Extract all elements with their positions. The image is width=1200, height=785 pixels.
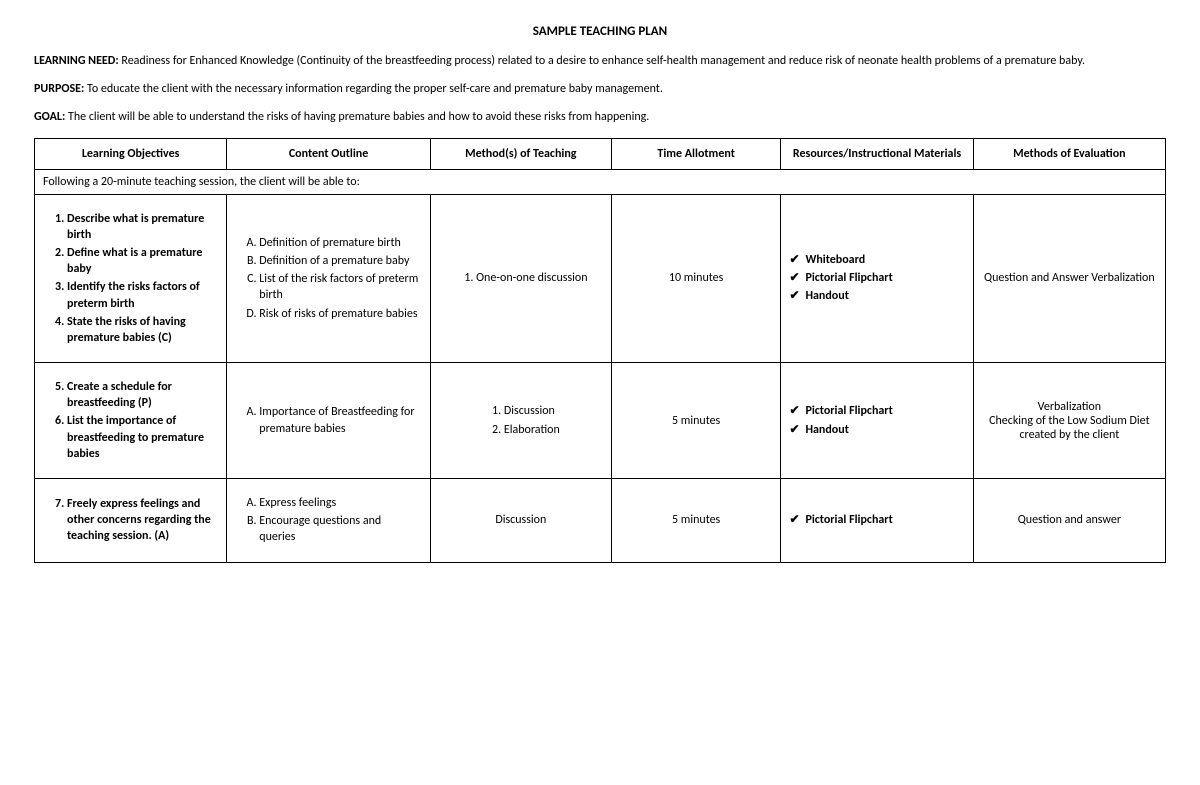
learning-need-lead: LEARNING NEED: [34, 54, 119, 68]
cell-time: 10 minutes [611, 194, 781, 363]
list-item: Describe what is premature birth [67, 211, 216, 243]
col-evaluation: Methods of Evaluation [973, 138, 1165, 169]
cell-time: 5 minutes [611, 479, 781, 563]
table-spanner-row: Following a 20-minute teaching session, … [35, 169, 1166, 194]
teaching-plan-table: Learning Objectives Content Outline Meth… [34, 138, 1166, 563]
list-item: State the risks of having premature babi… [67, 314, 216, 346]
purpose-text: To educate the client with the necessary… [84, 82, 663, 96]
cell-evaluation: Question and answer [973, 479, 1165, 563]
list-item: Risk of risks of premature babies [259, 306, 420, 322]
list-item: Handout [805, 422, 962, 438]
purpose-lead: PURPOSE: [34, 82, 84, 96]
goal-lead: GOAL: [34, 110, 65, 124]
cell-time: 5 minutes [611, 363, 781, 479]
list-item: Discussion [504, 403, 560, 419]
learning-need-text: Readiness for Enhanced Knowledge (Contin… [119, 54, 1085, 68]
cell-methods: Discussion [430, 479, 611, 563]
list-item: Express feelings [259, 495, 420, 511]
cell-resources: Whiteboard Pictorial Flipchart Handout [781, 194, 973, 363]
goal-text: The client will be able to understand th… [65, 110, 649, 124]
cell-evaluation: Question and Answer Verbalization [973, 194, 1165, 363]
list-item: Elaboration [504, 422, 560, 438]
list-item: Pictorial Flipchart [805, 270, 962, 286]
cell-methods: One-on-one discussion [430, 194, 611, 363]
list-item: Pictorial Flipchart [805, 403, 962, 419]
table-row: Describe what is premature birthDefine w… [35, 194, 1166, 363]
list-item: List the importance of breastfeeding to … [67, 413, 216, 462]
list-item: List of the risk factors of preterm birt… [259, 271, 420, 303]
col-learning-objectives: Learning Objectives [35, 138, 227, 169]
table-header-row: Learning Objectives Content Outline Meth… [35, 138, 1166, 169]
list-item: Handout [805, 288, 962, 304]
list-item: Encourage questions and queries [259, 513, 420, 545]
list-item: Create a schedule for breastfeeding (P) [67, 379, 216, 411]
list-item: Pictorial Flipchart [805, 512, 962, 528]
list-item: Definition of premature birth [259, 235, 420, 251]
cell-content: Importance of Breastfeeding for prematur… [227, 363, 431, 479]
cell-objectives: Create a schedule for breastfeeding (P)L… [35, 363, 227, 479]
col-resources: Resources/Instructional Materials [781, 138, 973, 169]
col-methods-teaching: Method(s) of Teaching [430, 138, 611, 169]
list-item: Importance of Breastfeeding for prematur… [259, 404, 420, 436]
list-item: Identify the risks factors of preterm bi… [67, 279, 216, 311]
goal: GOAL: The client will be able to underst… [34, 109, 1166, 125]
learning-need: LEARNING NEED: Readiness for Enhanced Kn… [34, 53, 1166, 69]
col-time-allotment: Time Allotment [611, 138, 781, 169]
purpose: PURPOSE: To educate the client with the … [34, 81, 1166, 97]
list-item: One-on-one discussion [476, 270, 587, 286]
list-item: Freely express feelings and other concer… [67, 496, 216, 545]
col-content-outline: Content Outline [227, 138, 431, 169]
cell-objectives: Freely express feelings and other concer… [35, 479, 227, 563]
page-title: SAMPLE TEACHING PLAN [34, 24, 1166, 39]
cell-evaluation: Verbalization Checking of the Low Sodium… [973, 363, 1165, 479]
list-item: Define what is a premature baby [67, 245, 216, 277]
cell-resources: Pictorial Flipchart [781, 479, 973, 563]
cell-objectives: Describe what is premature birthDefine w… [35, 194, 227, 363]
cell-content: Express feelings Encourage questions and … [227, 479, 431, 563]
list-item: Definition of a premature baby [259, 253, 420, 269]
cell-methods: Discussion Elaboration [430, 363, 611, 479]
table-row: Freely express feelings and other concer… [35, 479, 1166, 563]
cell-resources: Pictorial Flipchart Handout [781, 363, 973, 479]
cell-content: Definition of premature birth Definition … [227, 194, 431, 363]
table-row: Create a schedule for breastfeeding (P)L… [35, 363, 1166, 479]
list-item: Whiteboard [805, 252, 962, 268]
spanner-text: Following a 20-minute teaching session, … [35, 169, 1166, 194]
